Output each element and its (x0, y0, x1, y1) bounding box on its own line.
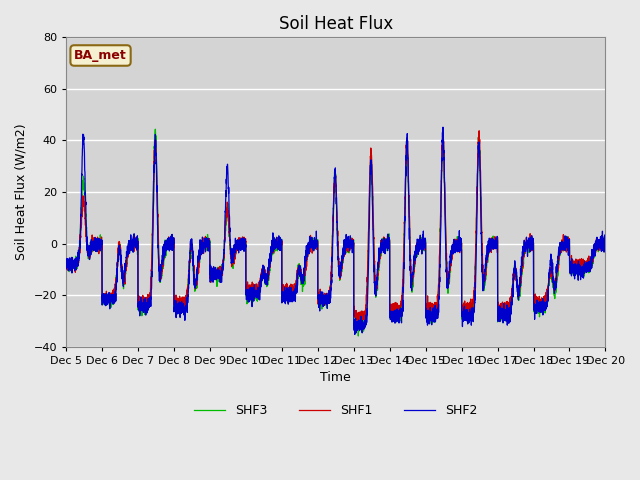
Text: BA_met: BA_met (74, 49, 127, 62)
SHF3 (159, 253, 167, 259)
SHF2 (351, 332, 358, 337)
SHF1 (62, 260, 70, 265)
SHF3 (355, 333, 362, 339)
SHF3 (152, 126, 159, 132)
Legend: SHF3, SHF1, SHF2: SHF3, SHF1, SHF2 (189, 399, 483, 422)
SHF1 (601, 238, 609, 243)
SHF3 (62, 262, 70, 267)
SHF3 (427, 311, 435, 316)
SHF2 (602, 240, 609, 246)
SHF3 (602, 240, 609, 246)
Line: SHF3: SHF3 (66, 129, 605, 336)
SHF1 (488, 250, 495, 255)
SHF3 (457, 239, 465, 244)
SHF1 (457, 240, 465, 246)
Line: SHF2: SHF2 (66, 127, 605, 335)
SHF2 (316, 299, 323, 305)
SHF3 (601, 238, 609, 244)
SHF1 (602, 240, 609, 246)
Line: SHF1: SHF1 (66, 131, 605, 323)
Title: Soil Heat Flux: Soil Heat Flux (278, 15, 393, 33)
SHF2 (62, 259, 70, 265)
SHF1 (316, 296, 323, 302)
SHF2 (488, 240, 495, 245)
SHF2 (457, 236, 465, 241)
SHF2 (439, 124, 447, 130)
Y-axis label: Soil Heat Flux (W/m2): Soil Heat Flux (W/m2) (15, 124, 28, 260)
SHF1 (355, 320, 363, 325)
SHF2 (427, 311, 435, 317)
SHF1 (427, 307, 435, 313)
SHF1 (476, 128, 483, 134)
SHF3 (488, 240, 495, 246)
SHF1 (159, 260, 167, 266)
SHF2 (159, 244, 167, 250)
X-axis label: Time: Time (321, 372, 351, 384)
SHF3 (316, 296, 323, 302)
SHF2 (601, 246, 609, 252)
